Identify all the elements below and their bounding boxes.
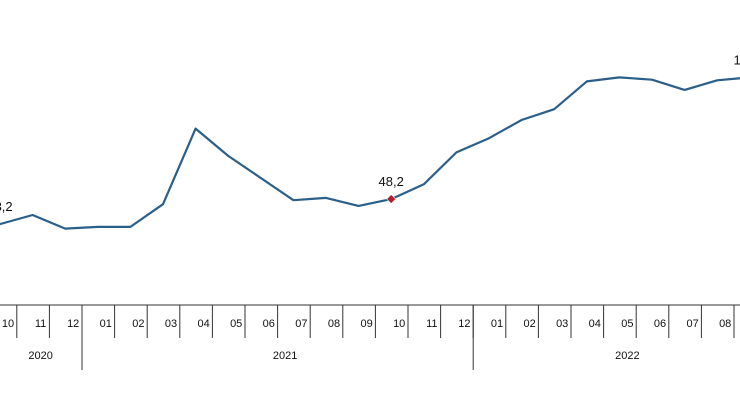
data-points bbox=[0, 76, 740, 230]
data-label: 137,6 bbox=[734, 52, 740, 67]
year-label: 2021 bbox=[273, 350, 297, 362]
x-tick-label: 02 bbox=[132, 318, 144, 330]
x-tick-label: 03 bbox=[165, 318, 177, 330]
data-point bbox=[292, 199, 295, 202]
data-point bbox=[227, 154, 230, 157]
data-point bbox=[64, 227, 67, 230]
x-tick-label: 10 bbox=[393, 318, 405, 330]
data-point bbox=[194, 127, 197, 130]
year-label: 2022 bbox=[615, 350, 639, 362]
data-point bbox=[585, 80, 588, 83]
data-label: 48,2 bbox=[379, 174, 404, 189]
x-tick-label: 08 bbox=[328, 318, 340, 330]
data-labels: 33,2 48,2 137,6 bbox=[0, 52, 740, 214]
x-tick-label: 02 bbox=[523, 318, 535, 330]
x-tick-label: 12 bbox=[67, 318, 79, 330]
x-tick-label: 05 bbox=[230, 318, 242, 330]
x-tick-label: 04 bbox=[197, 318, 209, 330]
x-tick-label: 05 bbox=[621, 318, 633, 330]
x-tick-label: 10 bbox=[2, 318, 14, 330]
x-tick-label: 06 bbox=[263, 318, 275, 330]
data-point bbox=[422, 183, 425, 186]
data-point bbox=[31, 213, 34, 216]
data-point bbox=[618, 76, 621, 79]
x-tick-label: 11 bbox=[35, 318, 46, 330]
series-line bbox=[0, 76, 740, 230]
x-tick-label: 01 bbox=[491, 318, 503, 330]
x-tick-label: 03 bbox=[556, 318, 568, 330]
data-point bbox=[357, 204, 360, 207]
x-tick-label: 09 bbox=[360, 318, 372, 330]
highlight-marker bbox=[386, 194, 397, 204]
data-point bbox=[162, 203, 165, 206]
data-point bbox=[259, 177, 262, 180]
x-tick-label: 11 bbox=[426, 318, 437, 330]
year-label: 2020 bbox=[28, 350, 52, 362]
data-point bbox=[96, 225, 99, 228]
data-point bbox=[683, 88, 686, 91]
data-point bbox=[553, 108, 556, 111]
x-axis: 10 11 12 01 02 03 04 05 06 07 08 09 10 11 12 01 02 03 04 05… bbox=[0, 304, 740, 370]
data-point bbox=[455, 151, 458, 154]
data-label: 33,2 bbox=[0, 199, 13, 214]
data-point bbox=[520, 119, 523, 122]
x-tick-label: 06 bbox=[654, 318, 666, 330]
x-tick-label: 04 bbox=[589, 318, 601, 330]
data-point bbox=[716, 79, 719, 82]
x-tick-label: 01 bbox=[100, 318, 112, 330]
x-tick-label: 08 bbox=[719, 318, 731, 330]
data-point bbox=[651, 78, 654, 81]
x-tick-label: 12 bbox=[458, 318, 470, 330]
data-point bbox=[325, 196, 328, 199]
data-point bbox=[488, 137, 491, 140]
data-point bbox=[129, 225, 132, 228]
x-tick-label: 07 bbox=[295, 318, 307, 330]
x-tick-label: 07 bbox=[686, 318, 698, 330]
